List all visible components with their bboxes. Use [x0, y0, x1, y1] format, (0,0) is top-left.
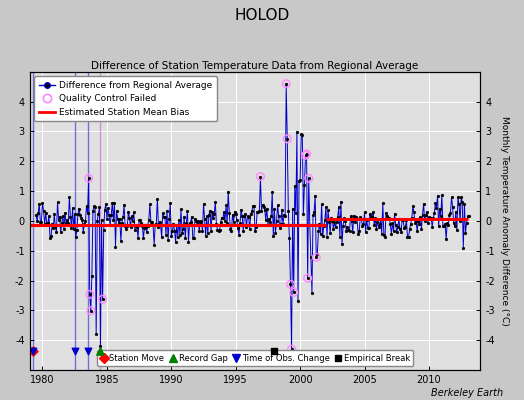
Point — [71, 348, 79, 354]
Text: HOLOD: HOLOD — [234, 8, 290, 23]
Point — [86, 308, 95, 314]
Point — [303, 275, 312, 281]
Point — [286, 281, 294, 288]
Point — [99, 296, 107, 302]
Point — [304, 175, 313, 182]
Point — [312, 254, 321, 260]
Point — [256, 173, 265, 180]
Point — [282, 80, 290, 87]
Y-axis label: Monthly Temperature Anomaly Difference (°C): Monthly Temperature Anomaly Difference (… — [500, 116, 509, 326]
Point — [29, 348, 38, 354]
Point — [96, 348, 105, 354]
Point — [301, 152, 310, 158]
Point — [85, 291, 94, 298]
Point — [302, 151, 311, 157]
Legend: Station Move, Record Gap, Time of Obs. Change, Empirical Break: Station Move, Record Gap, Time of Obs. C… — [97, 350, 413, 366]
Point — [270, 348, 279, 354]
Point — [29, 348, 38, 354]
Point — [83, 348, 92, 354]
Point — [287, 346, 296, 352]
Point — [283, 136, 291, 142]
Text: Berkeley Earth: Berkeley Earth — [431, 388, 503, 398]
Point — [290, 289, 298, 296]
Title: Difference of Station Temperature Data from Regional Average: Difference of Station Temperature Data f… — [91, 61, 419, 71]
Point — [84, 175, 93, 181]
